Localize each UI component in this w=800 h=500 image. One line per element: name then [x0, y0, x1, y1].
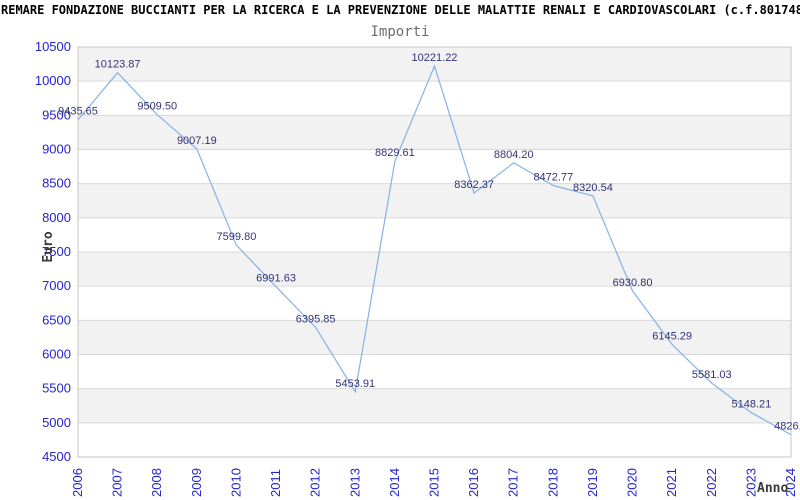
- data-point-label: 10221.22: [412, 52, 458, 64]
- data-point-label: 5453.91: [335, 378, 375, 390]
- x-tick-label: 2007: [110, 468, 125, 497]
- data-point-label: 9007.19: [177, 135, 217, 147]
- x-axis-title: Anno: [757, 481, 789, 496]
- data-point-label: 7599.80: [217, 231, 257, 243]
- y-tick-label: 5500: [42, 381, 71, 396]
- chart-subtitle: Importi: [370, 24, 430, 40]
- x-tick-label: 2014: [387, 468, 402, 497]
- x-tick-label: 2016: [466, 468, 481, 497]
- y-tick-label: 8000: [42, 210, 71, 225]
- data-point-label: 6145.29: [652, 331, 692, 343]
- y-axis-title: Euro: [41, 231, 56, 263]
- data-point-label: 8804.20: [494, 149, 534, 161]
- y-tick-label: 5000: [42, 415, 71, 430]
- x-tick-label: 2009: [189, 468, 204, 497]
- y-tick-label: 6000: [42, 347, 71, 362]
- plot-band: [78, 422, 791, 457]
- plot-border: [77, 46, 792, 458]
- data-series-line: [77, 64, 792, 436]
- plot-band: [78, 115, 791, 150]
- plot-band: [78, 286, 791, 321]
- x-tick-label: 2020: [625, 468, 640, 497]
- data-point-label: 5581.03: [692, 369, 732, 381]
- data-point-label: 6991.63: [256, 273, 296, 285]
- y-tick-label: 4500: [42, 449, 71, 464]
- data-point-label: 6930.80: [613, 277, 653, 289]
- x-tick-label: 2013: [347, 468, 362, 497]
- x-tick-label: 2022: [704, 468, 719, 497]
- x-tick-label: 2017: [506, 468, 521, 497]
- y-tick-label: 10000: [35, 73, 71, 88]
- plot-band: [78, 217, 791, 252]
- data-point-label: 8829.61: [375, 147, 415, 159]
- y-tick-label: 9000: [42, 142, 71, 157]
- x-tick-label: 2024: [783, 468, 798, 497]
- x-tick-label: 2021: [664, 468, 679, 497]
- x-tick-label: 2023: [743, 468, 758, 497]
- y-tick-label: 7500: [42, 244, 71, 259]
- x-tick-label: 2010: [228, 468, 243, 497]
- data-point-label: 9435.65: [58, 106, 98, 118]
- x-tick-label: 2006: [70, 468, 85, 497]
- x-tick-label: 2008: [149, 468, 164, 497]
- data-point-label: 10123.87: [95, 59, 141, 71]
- x-tick-label: 2011: [268, 469, 283, 497]
- y-tick-label: 10500: [35, 39, 71, 54]
- plot-band: [78, 320, 791, 355]
- chart-title: REMARE FONDAZIONE BUCCIANTI PER LA RICER…: [1, 3, 800, 17]
- plot-band: [78, 388, 791, 423]
- plot-band: [78, 149, 791, 184]
- x-tick-label: 2015: [427, 468, 442, 497]
- data-point-label: 5148.21: [732, 399, 772, 411]
- data-point-label: 4826.4: [774, 421, 800, 433]
- plot-band: [78, 47, 791, 82]
- y-tick-label: 8500: [42, 176, 71, 191]
- plot-band: [78, 81, 791, 116]
- y-tick-label: 7000: [42, 278, 71, 293]
- plot-band: [78, 252, 791, 287]
- x-tick-label: 2019: [585, 468, 600, 497]
- data-point-label: 8472.77: [533, 172, 573, 184]
- plot-band: [78, 354, 791, 389]
- data-point-label: 8362.37: [454, 179, 494, 191]
- x-tick-label: 2012: [308, 468, 323, 497]
- y-tick-label: 6500: [42, 312, 71, 327]
- plot-band: [78, 183, 791, 218]
- data-point-label: 9509.50: [137, 101, 177, 113]
- x-tick-label: 2018: [545, 468, 560, 497]
- data-point-label: 8320.54: [573, 182, 613, 194]
- data-point-label: 6395.85: [296, 313, 336, 325]
- y-tick-label: 9500: [42, 107, 71, 122]
